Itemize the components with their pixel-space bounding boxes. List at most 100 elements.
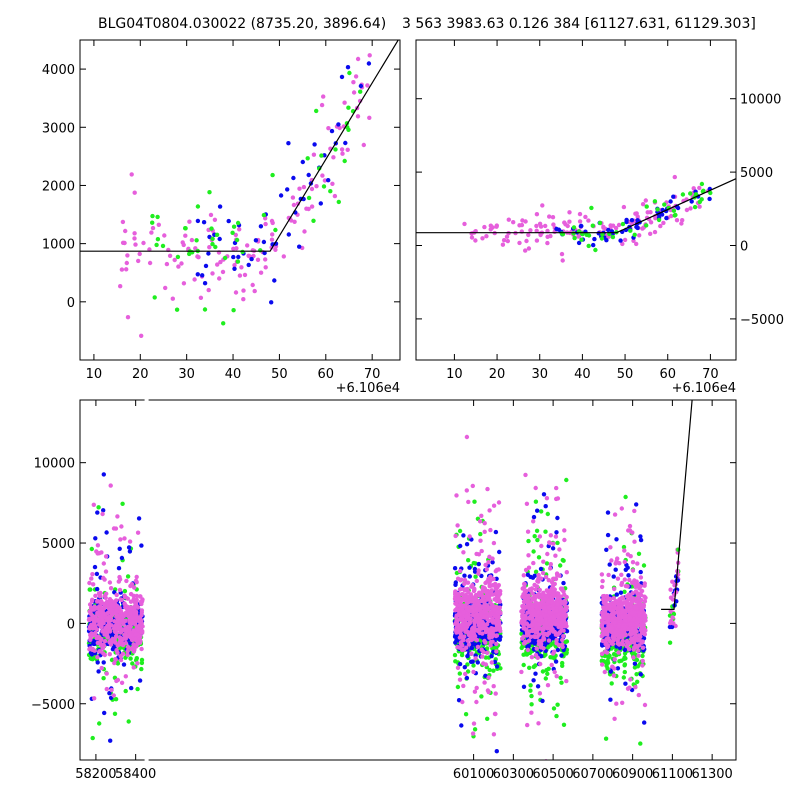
data-point-blue	[272, 278, 277, 283]
data-point-magenta	[91, 626, 96, 631]
data-point-magenta	[87, 580, 92, 586]
data-point-magenta	[645, 210, 650, 215]
data-point-magenta	[519, 222, 525, 228]
data-point-magenta	[527, 616, 533, 621]
data-point-magenta	[87, 647, 92, 652]
data-point-magenta	[124, 578, 129, 584]
data-point-blue	[493, 529, 499, 535]
data-point-blue	[579, 223, 584, 229]
data-point-blue	[453, 580, 458, 585]
data-point-magenta	[123, 640, 128, 646]
data-point-magenta	[488, 527, 493, 533]
data-point-magenta	[457, 587, 463, 592]
data-point-magenta	[455, 576, 461, 581]
data-point-magenta	[550, 215, 556, 220]
data-point-green	[540, 669, 546, 674]
data-point-green	[603, 736, 609, 741]
data-point-magenta	[530, 627, 535, 632]
data-point-blue	[638, 569, 643, 575]
data-point-magenta	[111, 693, 117, 698]
data-point-magenta	[454, 493, 459, 498]
top-left-xtick-label: 10	[86, 367, 103, 382]
data-point-magenta	[114, 608, 119, 613]
data-point-green	[628, 228, 633, 233]
data-point-magenta	[627, 685, 632, 690]
data-point-magenta	[531, 560, 536, 566]
data-point-magenta	[523, 640, 528, 645]
data-point-magenta	[469, 651, 474, 656]
data-point-magenta	[629, 636, 634, 641]
data-point-magenta	[208, 212, 214, 218]
data-point-blue	[543, 504, 548, 509]
data-point-magenta	[541, 559, 546, 564]
data-point-blue	[137, 678, 143, 683]
data-point-green	[536, 555, 542, 560]
data-point-magenta	[132, 236, 137, 241]
data-point-magenta	[109, 602, 115, 607]
data-point-green	[207, 190, 212, 195]
data-point-green	[478, 531, 483, 537]
data-point-magenta	[670, 615, 675, 620]
data-point-magenta	[101, 651, 106, 656]
data-point-green	[139, 666, 144, 672]
data-point-green	[620, 221, 626, 227]
data-point-magenta	[455, 665, 461, 670]
data-point-magenta	[577, 219, 583, 224]
data-point-magenta	[127, 539, 133, 544]
data-point-magenta	[637, 638, 642, 643]
data-point-magenta	[631, 238, 636, 243]
data-point-blue	[494, 576, 499, 581]
data-point-magenta	[628, 605, 633, 610]
data-point-magenta	[522, 581, 527, 587]
data-point-magenta	[479, 626, 484, 631]
data-point-blue	[461, 533, 466, 538]
data-point-magenta	[117, 577, 123, 582]
data-point-magenta	[258, 270, 264, 275]
data-point-magenta	[640, 645, 646, 650]
data-point-magenta	[322, 178, 328, 183]
data-point-magenta	[172, 257, 177, 263]
data-point-blue	[614, 592, 619, 597]
data-point-blue	[456, 698, 462, 703]
data-point-green	[485, 716, 490, 721]
data-point-magenta	[135, 641, 140, 646]
data-point-green	[194, 238, 199, 243]
data-point-magenta	[606, 636, 611, 641]
data-point-magenta	[464, 599, 469, 604]
data-point-magenta	[486, 594, 491, 599]
data-point-green	[524, 652, 530, 657]
data-point-green	[521, 652, 526, 657]
data-point-magenta	[536, 591, 542, 597]
data-point-blue	[129, 685, 134, 691]
data-point-magenta	[633, 211, 638, 216]
data-point-magenta	[636, 648, 641, 653]
data-point-green	[336, 199, 341, 205]
data-point-magenta	[465, 586, 470, 592]
data-point-green	[543, 529, 548, 534]
data-point-magenta	[494, 223, 499, 228]
data-point-green	[128, 656, 133, 661]
data-point-green	[535, 537, 540, 543]
data-point-magenta	[481, 594, 486, 600]
data-point-magenta	[131, 642, 136, 647]
data-point-magenta	[106, 619, 111, 624]
data-point-green	[311, 218, 316, 223]
data-point-blue	[618, 590, 624, 595]
data-point-magenta	[642, 583, 647, 588]
data-point-magenta	[270, 232, 275, 237]
data-point-magenta	[620, 596, 626, 601]
data-point-magenta	[551, 222, 556, 227]
data-point-magenta	[537, 691, 543, 696]
data-point-magenta	[292, 219, 297, 224]
data-point-blue	[117, 546, 122, 551]
data-point-green	[358, 89, 363, 94]
data-point-blue	[559, 653, 564, 658]
data-point-magenta	[461, 622, 466, 627]
top-right-xtick-label: 40	[574, 367, 591, 382]
data-point-magenta	[90, 572, 95, 577]
data-point-magenta	[526, 593, 531, 598]
data-point-magenta	[87, 602, 93, 607]
data-point-green	[543, 676, 548, 681]
data-point-magenta	[331, 155, 336, 160]
data-point-blue	[467, 574, 472, 579]
